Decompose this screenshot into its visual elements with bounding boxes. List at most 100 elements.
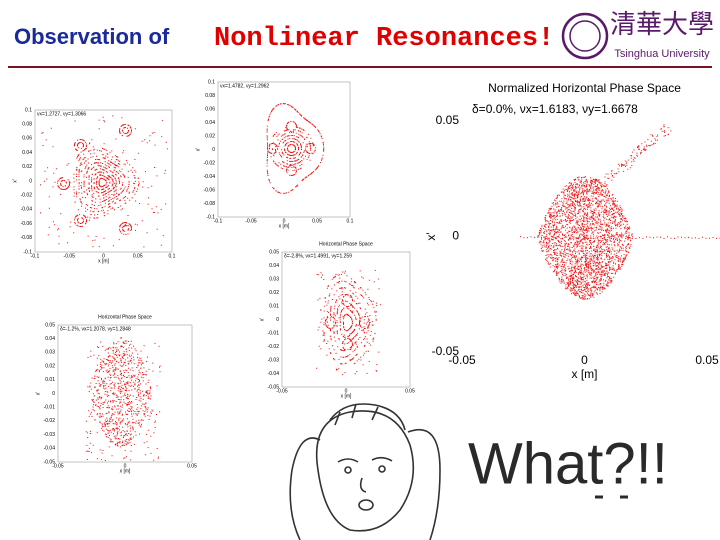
x-tick-label: -0.05 [64,253,76,259]
y-tick-label: -0.06 [21,221,33,227]
y-tick-label: 0.08 [22,122,32,128]
y-tick-label: 0.03 [45,350,55,356]
y-tick-label: 0.1 [25,107,32,113]
x-axis-label: x [m] [98,258,109,264]
y-tick-label: 0.02 [269,290,279,296]
x-tick-label: -0.1 [214,218,223,224]
y-tick-label: 0.03 [269,276,279,282]
seal-inner [569,20,601,52]
y-tick-label: -0.05 [268,384,280,390]
plot-title: Horizontal Phase Space [319,241,373,247]
y-axis-label: x' [35,392,41,396]
y-tick-label: 0.04 [205,120,215,126]
y-tick-label: -0.02 [44,418,56,424]
y-tick-label: -0.1 [206,214,215,220]
logo-cn: 清華大學 [610,10,714,40]
x-tick-label: -0.05 [276,388,288,394]
plot-title: Horizontal Phase Space [98,314,152,320]
y-tick-label: -0.05 [44,459,56,465]
y-tick-label: 0 [52,391,55,397]
y-tick-label: -0.04 [21,207,33,213]
y-tick-label: 0.01 [269,303,279,309]
y-tick-label: -0.04 [268,371,280,377]
x-tick-label: 0 [345,388,348,394]
right-arm [407,428,441,540]
y-tick-label: 0 [29,178,32,184]
x-tick-label: 0.05 [133,253,143,259]
y-tick-label: 0.04 [45,336,55,342]
y-tick-label: -0.02 [268,344,280,350]
plot-title: Normalized Horizontal Phase Space [488,81,681,95]
y-tick-label: -0.03 [268,357,280,363]
x-tick-label: 0 [124,463,127,469]
plot-frame [34,109,173,253]
cartoon [289,403,441,540]
title-lead: Observation of [14,24,170,49]
y-tick-label: -0.02 [204,160,216,166]
plot-subtitle: δ=0.0%, νx=1.6183, νy=1.6678 [472,102,638,116]
y-tick-label: 0.1 [208,79,215,85]
y-tick-label: -0.01 [44,405,56,411]
brows [337,456,393,463]
y-tick-label: 0.05 [45,322,55,328]
y-tick-label: 0.06 [205,106,215,112]
logo: 清華大學 Tsinghua University [561,10,714,60]
x-tick-label: -0.05 [448,353,476,367]
title-main: Nonlinear Resonances! [214,24,554,54]
y-axis-label: x' [12,179,18,183]
y-tick-label: 0.02 [22,164,32,170]
x-tick-label: 0.05 [695,353,719,367]
eye [344,466,352,474]
mouth [358,499,374,511]
x-tick-label: 0 [283,218,286,224]
y-tick-label: -0.04 [204,174,216,180]
y-tick-label: 0 [452,229,459,243]
x-tick-label: 0 [102,253,105,259]
y-tick-label: 0.05 [436,113,460,127]
y-tick-label: -0.03 [44,432,56,438]
x-tick-label: 0.05 [312,218,322,224]
x-tick-label: 0.1 [169,253,176,259]
y-tick-label: -0.04 [44,446,56,452]
y-tick-label: -0.01 [268,330,280,336]
y-tick-label: 0.04 [22,150,32,156]
x-tick-label: -0.05 [52,463,64,469]
y-tick-label: 0.06 [22,136,32,142]
x-tick-label: -0.1 [31,253,40,259]
face [315,410,415,532]
x-tick-label: 0.05 [187,463,197,469]
y-tick-label: 0.08 [205,93,215,99]
eye [378,465,386,473]
y-tick-label: 0 [276,317,279,323]
plot-frame [281,251,411,388]
y-tick-label: -0.06 [204,187,216,193]
y-tick-label: 0.05 [269,249,279,255]
left-arm [289,437,321,540]
y-tick-label: -0.02 [21,193,33,199]
y-tick-label: 0.02 [45,363,55,369]
x-axis-label: x [m] [279,223,290,229]
x-axis-label: x [m] [120,468,131,474]
x-axis-label: x [m] [572,367,598,381]
x-axis-label: x [m] [341,393,352,399]
x-tick-label: 0 [581,353,588,367]
x-tick-label: -0.05 [245,218,257,224]
y-tick-label: 0.02 [205,133,215,139]
logo-en: Tsinghua University [614,48,710,60]
y-axis-label: x' [195,148,201,152]
y-tick-label: 0.01 [45,377,55,383]
y-tick-label: -0.05 [432,344,460,358]
y-tick-label: -0.08 [204,201,216,207]
x-tick-label: 0.05 [405,388,415,394]
x-tick-label: 0.1 [347,218,354,224]
meme-text: What?!! [468,431,668,496]
plot-subtitle: δ=-2.8%, νx=1.4991, νy=1.259 [284,253,352,259]
nose [359,477,367,493]
y-axis-label: x' [259,318,265,322]
y-tick-label: -0.1 [23,249,32,255]
plot-subtitle: νx=1.4782, νy=1.2962 [220,83,269,89]
seal [561,12,609,60]
y-axis-label: x' [424,232,438,240]
y-tick-label: 0 [212,147,215,153]
